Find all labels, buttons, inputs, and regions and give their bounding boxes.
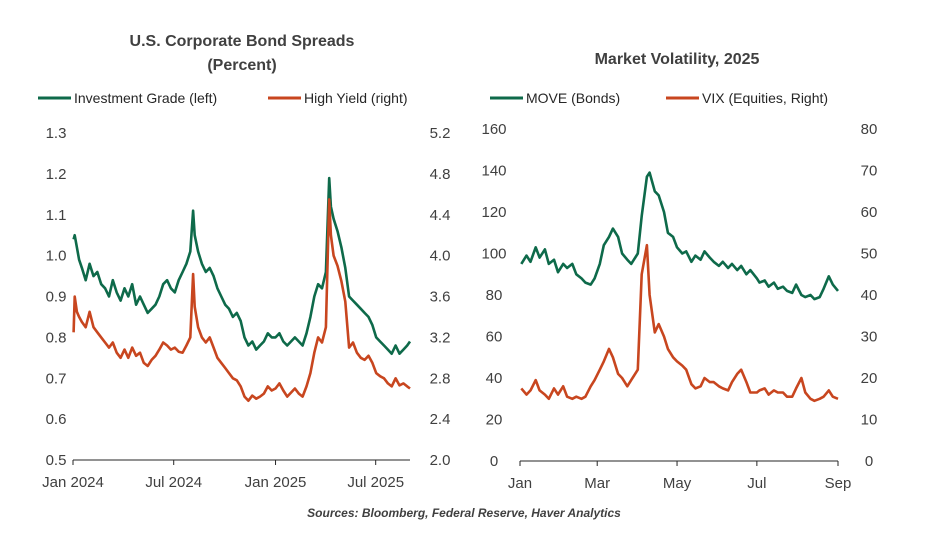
left-axis-tick-label: 100 <box>481 246 506 263</box>
volatility-title: Market Volatility, 2025 <box>595 51 760 68</box>
right-axis-tick-label: 50 <box>861 246 878 263</box>
right-axis-tick-label: 70 <box>861 163 878 180</box>
source-note: Sources: Bloomberg, Federal Reserve, Hav… <box>307 506 621 520</box>
right-axis-tick-label: 60 <box>861 204 878 221</box>
left-axis-tick-label: 0.9 <box>46 289 67 306</box>
left-axis-tick-label: 1.2 <box>46 166 67 183</box>
left-axis-tick-label: 0.5 <box>46 452 67 469</box>
right-axis-tick-label: 3.6 <box>430 289 451 306</box>
right-axis-tick-label: 3.2 <box>430 329 451 346</box>
left-axis-tick-label: 160 <box>481 121 506 138</box>
spreads-chart: U.S. Corporate Bond Spreads (Percent) In… <box>38 33 450 491</box>
x-axis-tick-label: May <box>663 475 692 492</box>
volatility-chart: Market Volatility, 2025 MOVE (Bonds) VIX… <box>481 51 877 492</box>
right-axis-tick-label: 20 <box>861 370 878 387</box>
legend-label-move: MOVE (Bonds) <box>526 90 620 106</box>
volatility-legend: MOVE (Bonds) VIX (Equities, Right) <box>490 90 828 106</box>
spreads-series-lines <box>72 176 412 402</box>
left-axis-tick-label: 20 <box>486 412 503 429</box>
volatility-x-axis: Jan Mar May Jul Sep <box>508 460 852 492</box>
series-line-secondary <box>520 243 839 403</box>
x-axis-tick-label: Jul 2024 <box>145 474 202 491</box>
left-axis-tick-label: 140 <box>481 163 506 180</box>
spreads-title: U.S. Corporate Bond Spreads <box>130 33 355 50</box>
volatility-right-axis-ticks: 0 10 20 30 40 50 60 70 80 <box>861 121 878 470</box>
spreads-left-axis-ticks: 0.5 0.6 0.7 0.8 0.9 1.0 1.1 1.2 1.3 <box>46 125 67 469</box>
spreads-x-axis: Jan 2024 Jul 2024 Jan 2025 Jul 2025 <box>42 459 410 491</box>
left-axis-tick-label: 40 <box>486 370 503 387</box>
legend-label-high-yield: High Yield (right) <box>304 90 408 106</box>
volatility-series-lines <box>520 171 840 403</box>
right-axis-tick-label: 40 <box>861 287 878 304</box>
left-axis-tick-label: 0.8 <box>46 329 67 346</box>
spreads-legend: Investment Grade (left) High Yield (righ… <box>38 90 408 106</box>
right-axis-tick-label: 30 <box>861 329 878 346</box>
left-axis-tick-label: 120 <box>481 204 506 221</box>
x-axis-tick-label: Jan 2024 <box>42 474 104 491</box>
left-axis-tick-label: 80 <box>486 287 503 304</box>
x-axis-tick-label: Jul 2025 <box>347 474 404 491</box>
left-axis-tick-label: 0 <box>490 453 498 470</box>
x-axis-tick-label: Jul <box>747 475 766 492</box>
x-axis-tick-label: Jan 2025 <box>245 474 307 491</box>
right-axis-tick-label: 4.0 <box>430 248 451 265</box>
left-axis-tick-label: 1.1 <box>46 207 67 224</box>
series-line-primary <box>520 171 840 301</box>
right-axis-tick-label: 5.2 <box>430 125 451 142</box>
left-axis-tick-label: 0.6 <box>46 411 67 428</box>
spreads-right-axis-ticks: 2.0 2.4 2.8 3.2 3.6 4.0 4.4 4.8 5.2 <box>430 125 451 469</box>
x-axis-tick-label: Jan <box>508 475 532 492</box>
left-axis-tick-label: 60 <box>486 329 503 346</box>
series-line-primary <box>72 176 412 355</box>
volatility-left-axis-ticks: 0 20 40 60 80 100 120 140 160 <box>481 121 506 470</box>
left-axis-tick-label: 0.7 <box>46 370 67 387</box>
series-line-secondary <box>72 198 411 402</box>
left-axis-tick-label: 1.0 <box>46 248 67 265</box>
right-axis-tick-label: 80 <box>861 121 878 138</box>
x-axis-tick-label: Mar <box>584 475 610 492</box>
right-axis-tick-label: 4.8 <box>430 166 451 183</box>
legend-label-investment-grade: Investment Grade (left) <box>74 90 217 106</box>
spreads-subtitle: (Percent) <box>207 57 276 74</box>
x-axis-tick-label: Sep <box>825 475 852 492</box>
right-axis-tick-label: 2.8 <box>430 370 451 387</box>
right-axis-tick-label: 0 <box>865 453 873 470</box>
right-axis-tick-label: 4.4 <box>430 207 451 224</box>
left-axis-tick-label: 1.3 <box>46 125 67 142</box>
legend-label-vix: VIX (Equities, Right) <box>702 90 828 106</box>
right-axis-tick-label: 2.4 <box>430 411 451 428</box>
right-axis-tick-label: 10 <box>861 412 878 429</box>
right-axis-tick-label: 2.0 <box>430 452 451 469</box>
